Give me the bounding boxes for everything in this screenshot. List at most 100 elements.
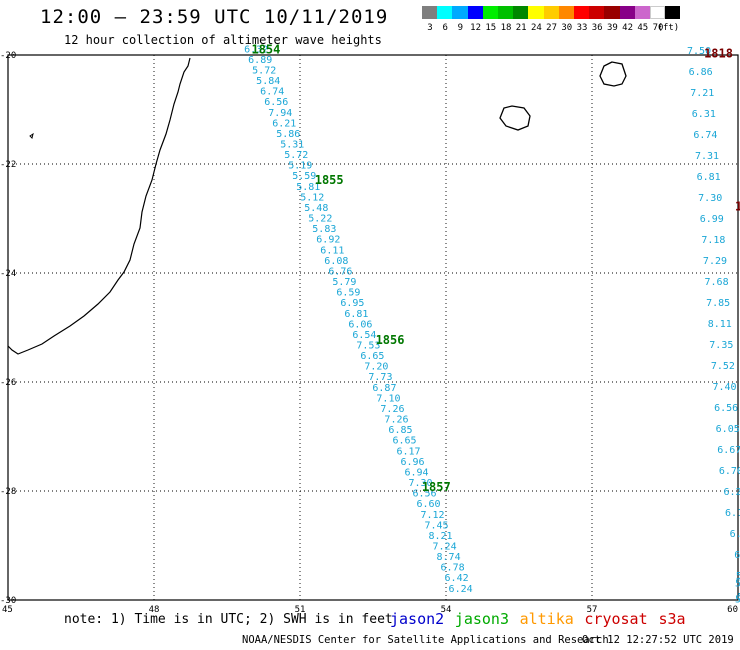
swh-value: 6 <box>734 550 740 561</box>
swh-value: 5 <box>737 592 740 603</box>
swh-value: 6.81 <box>344 309 368 320</box>
legend-bin-label: 21 <box>515 23 527 33</box>
coastlines <box>7 57 627 355</box>
legend-swatch <box>452 6 468 19</box>
lat-tick-label: -24 <box>0 269 16 279</box>
swh-value: 6.54 <box>352 330 376 341</box>
legend-swatch <box>589 6 605 19</box>
legend-swatch <box>543 6 559 19</box>
swh-value: 7.53 <box>356 340 380 351</box>
map-title: 12:00 – 23:59 UTC 10/11/2019 <box>40 6 389 28</box>
credit-line: NOAA/NESDIS Center for Satellite Applica… <box>242 634 609 646</box>
swh-value: 6.99 <box>700 214 724 225</box>
swh-value: 5.84 <box>256 76 280 87</box>
legend-swatch <box>604 6 620 19</box>
legend-bin-label: 6 <box>442 23 448 33</box>
legend-bin-label: 12 <box>470 23 482 33</box>
pass-time-label: 1855 <box>315 173 344 187</box>
swh-value: 7.30 <box>408 478 432 489</box>
swh-value: 7.45 <box>425 520 449 531</box>
legend-bin-label: 3 <box>427 23 433 33</box>
swh-value: 5.59 <box>292 171 316 182</box>
swh-value: 7.68 <box>705 277 729 288</box>
mission-altika: altika <box>519 610 574 628</box>
edge-marks: 1 5 5 <box>735 199 740 605</box>
edge-mark: 5 <box>735 578 740 589</box>
mission-jason3: jason3 <box>454 610 509 628</box>
swh-value: 6.21 <box>272 118 296 129</box>
swh-value: 6.70 <box>719 466 740 477</box>
legend-swatch <box>437 6 453 19</box>
swh-value: 7.12 <box>420 510 444 521</box>
swh-value: 7.20 <box>364 362 388 373</box>
swh-value: 6.11 <box>320 245 344 256</box>
map-frame <box>7 54 739 601</box>
legend-bin-label: 15 <box>485 23 497 33</box>
pass-time-label: 1854 <box>251 42 280 56</box>
swh-value: 6.89 <box>248 55 272 66</box>
mission-cryosat: cryosat <box>584 610 648 628</box>
lon-tick-label: 51 <box>295 605 306 615</box>
swh-value: 6.65 <box>360 351 384 362</box>
swh-value: 7.73 <box>368 372 392 383</box>
mission-jason2: jason2 <box>390 610 445 628</box>
legend-swatch <box>467 6 483 19</box>
lon-tick-label: 48 <box>149 605 160 615</box>
swh-value: 8.74 <box>437 552 461 563</box>
swh-value: 7.50 <box>687 46 711 57</box>
reunion-coastline <box>499 105 531 131</box>
legend-swatch <box>498 6 514 19</box>
legend-bin-label: 45 <box>637 23 649 33</box>
legend-swatch <box>558 6 574 19</box>
swh-value: 8.11 <box>708 319 732 330</box>
mission-s3a: s3a <box>658 610 686 628</box>
swh-value: 6.96 <box>400 457 424 468</box>
lon-tick-label: 57 <box>587 605 598 615</box>
legend-bin-label: 33 <box>576 23 588 33</box>
swh-track-cryosat: 7.50 6.86 7.21 6.31 6.74 7.31 6.81 7.30 6.99 7.18… <box>687 46 740 603</box>
swh-value: 5.72 <box>284 150 308 161</box>
lat-tick-label: -30 <box>0 596 16 606</box>
small-islet <box>29 132 34 139</box>
swh-value: 6.56 <box>412 489 436 500</box>
edge-mark: 5 <box>735 595 740 606</box>
swh-value: 6.59 <box>336 288 360 299</box>
swh-value: 6.74 <box>260 87 284 98</box>
swh-value: 6.42 <box>445 573 469 584</box>
pass-time-label: 1818 <box>704 47 733 61</box>
swh-value: 5.22 <box>308 214 332 225</box>
swh-value: 6.1 <box>725 508 740 519</box>
swh-value: 6.87 <box>372 383 396 394</box>
edge-mark: 1 <box>735 199 740 213</box>
swh-value: 5.86 <box>276 129 300 140</box>
lat-tick-label: -26 <box>0 378 16 388</box>
swh-value: 5.83 <box>312 224 336 235</box>
swh-value: 6.65 <box>392 436 416 447</box>
swh-value: 7.52 <box>711 361 735 372</box>
swh-value: 5.48 <box>304 203 328 214</box>
swh-track-jason3: 6.326.895.725.846.746.567.946.215.865.31… <box>244 42 472 594</box>
swh-value: 6.60 <box>416 499 440 510</box>
swh-value: 5.12 <box>300 192 324 203</box>
footnote: note: 1) Time is in UTC; 2) SWH is in fe… <box>64 612 393 627</box>
legend-bin-label: 36 <box>591 23 603 33</box>
swh-value: 7.21 <box>690 88 714 99</box>
lon-tick-label: 54 <box>441 605 452 615</box>
swh-value: 5.72 <box>252 65 276 76</box>
swh-value: 7.10 <box>376 393 400 404</box>
legend-swatch <box>619 6 635 19</box>
swh-value: 8.21 <box>429 531 453 542</box>
swh-value: 7.26 <box>384 415 408 426</box>
swh-value: 6.85 <box>388 425 412 436</box>
swh-value: 5.19 <box>288 161 312 172</box>
swh-value: 6.76 <box>328 266 352 277</box>
swh-value: 5.31 <box>280 139 304 150</box>
swh-value: 7.18 <box>701 235 725 246</box>
legend-bin-label: 24 <box>530 23 542 33</box>
legend-bin-label: 42 <box>622 23 634 33</box>
lat-tick-label: -22 <box>0 160 16 170</box>
swh-value: 7.35 <box>709 340 733 351</box>
legend-unit: (ft) <box>657 23 680 33</box>
swh-value: 6.24 <box>449 584 473 595</box>
swh-value: 7.29 <box>703 256 727 267</box>
